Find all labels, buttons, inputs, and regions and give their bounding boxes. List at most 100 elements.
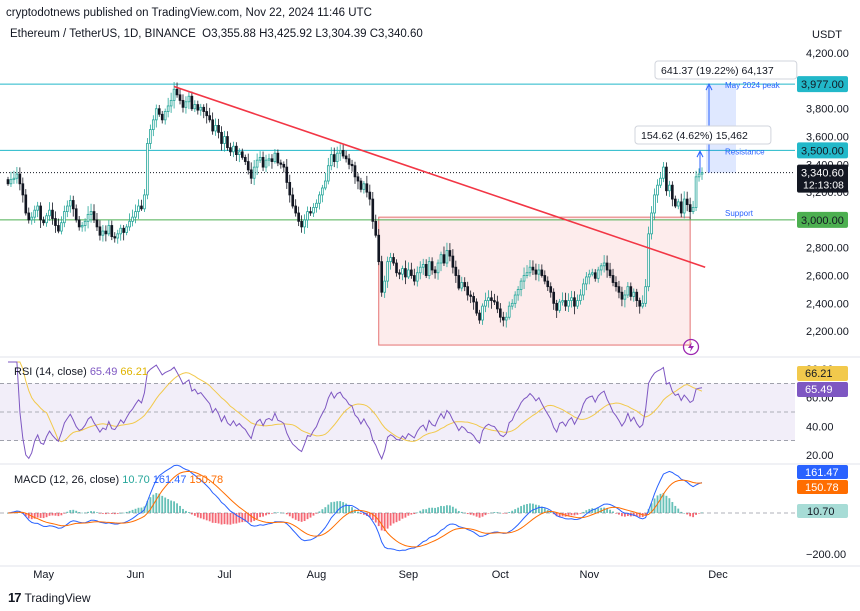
candle — [282, 161, 286, 173]
macd-hist-bar — [146, 501, 149, 513]
candle — [264, 154, 268, 173]
brand-name: TradingView — [24, 590, 91, 605]
macd-hist-bar — [339, 501, 342, 513]
candle — [365, 175, 369, 198]
macd-hist-bar — [324, 507, 327, 513]
candle — [552, 288, 556, 310]
y-axis: 4,200.003,800.003,600.003,400.003,200.00… — [797, 48, 849, 561]
macd-hist-bar — [54, 512, 57, 516]
symbol-name[interactable]: Ethereum / TetherUS, 1D, BINANCE — [10, 28, 196, 40]
candle-body — [537, 269, 541, 275]
measure-label-2-box — [634, 125, 772, 145]
candle-body — [196, 104, 200, 111]
candle — [460, 276, 464, 292]
candle-body — [490, 297, 493, 301]
candle — [326, 157, 330, 185]
candle-body — [582, 283, 585, 296]
candle-body — [235, 145, 238, 156]
macd-hist-bar — [520, 506, 523, 513]
candle — [149, 124, 152, 149]
macd-hist-bar — [665, 495, 668, 513]
candle — [585, 272, 588, 291]
macd-hist-bar — [315, 512, 318, 514]
candle-body — [285, 166, 289, 183]
rsi-legend[interactable]: RSI (14, close) 65.49 66.21 — [14, 366, 148, 378]
candle-body — [404, 268, 407, 278]
candle-body — [229, 147, 232, 153]
candle-body — [555, 302, 558, 311]
rsi-band — [0, 383, 795, 441]
macd-hist-bar — [582, 511, 585, 513]
signal-line — [7, 470, 703, 548]
candle-body — [380, 261, 384, 293]
candle — [199, 103, 203, 116]
macd-hist-bar — [532, 503, 534, 513]
macd-hist-bar — [27, 512, 30, 519]
candle — [101, 224, 105, 242]
candle — [522, 267, 526, 290]
candle-body — [454, 266, 458, 276]
candle — [475, 298, 478, 316]
macd-hist-bar — [549, 511, 552, 513]
macd-hist-bar — [241, 512, 244, 523]
macd-hist-bar — [39, 512, 42, 518]
candle-body — [178, 94, 182, 101]
candle — [632, 288, 636, 302]
candle-body — [134, 211, 137, 218]
price-tick-label: 3,800.00 — [806, 104, 849, 116]
macd-hist-bar — [131, 509, 134, 513]
macd-hist-bar — [410, 512, 413, 515]
candle — [587, 269, 591, 285]
candle-body — [389, 257, 392, 263]
candle — [24, 189, 28, 216]
macd-hist-bar — [96, 512, 98, 513]
x-tick-label: Dec — [708, 569, 728, 581]
candle — [410, 262, 413, 279]
candle-body — [421, 264, 425, 268]
price-pane: May 2024 peak Resistance Support 641.37 (19… — [0, 60, 860, 358]
candle — [9, 171, 13, 187]
candle-body — [697, 173, 701, 178]
macd-hist-bar — [496, 512, 499, 513]
candle-body — [401, 268, 404, 275]
candle-body — [671, 184, 674, 200]
macd-hist-bar — [537, 505, 540, 513]
candle-body — [276, 152, 280, 164]
candle — [160, 110, 164, 124]
macd-hist-bar — [75, 510, 78, 513]
footer-brand[interactable]: 17 TradingView — [8, 590, 91, 605]
macd-hist-bar — [300, 512, 303, 522]
candle-body — [656, 184, 659, 196]
macd-legend[interactable]: MACD (12, 26, close) 10.70 161.47 150.78 — [14, 474, 223, 486]
x-tick-label: May — [33, 569, 54, 581]
candle — [383, 275, 386, 298]
candle-body — [605, 262, 609, 271]
candle — [629, 282, 633, 301]
candle-body — [516, 289, 520, 296]
candle-body — [270, 158, 274, 162]
candle-body — [668, 184, 671, 192]
macd-hist-bar — [431, 507, 434, 513]
candle-body — [89, 211, 93, 215]
candle-body — [410, 269, 413, 276]
candle — [362, 181, 366, 194]
x-tick-label: Jun — [127, 569, 145, 581]
currency-label[interactable]: USDT — [812, 29, 842, 41]
range-box — [378, 216, 691, 346]
candle-body — [540, 269, 544, 276]
macd-hist-bar — [626, 512, 629, 517]
candle-body — [496, 301, 499, 310]
macd-hist-bar — [638, 512, 641, 518]
candle-body — [543, 275, 547, 282]
candle — [329, 147, 333, 171]
candle — [534, 263, 538, 281]
candle — [484, 292, 487, 313]
candle-body — [525, 272, 529, 276]
candle-body — [341, 150, 345, 157]
candle-body — [510, 302, 514, 307]
candle — [466, 281, 470, 301]
macd-hist-bar — [211, 512, 214, 523]
macd-hist-bar — [567, 512, 570, 517]
candle-body — [433, 269, 437, 274]
